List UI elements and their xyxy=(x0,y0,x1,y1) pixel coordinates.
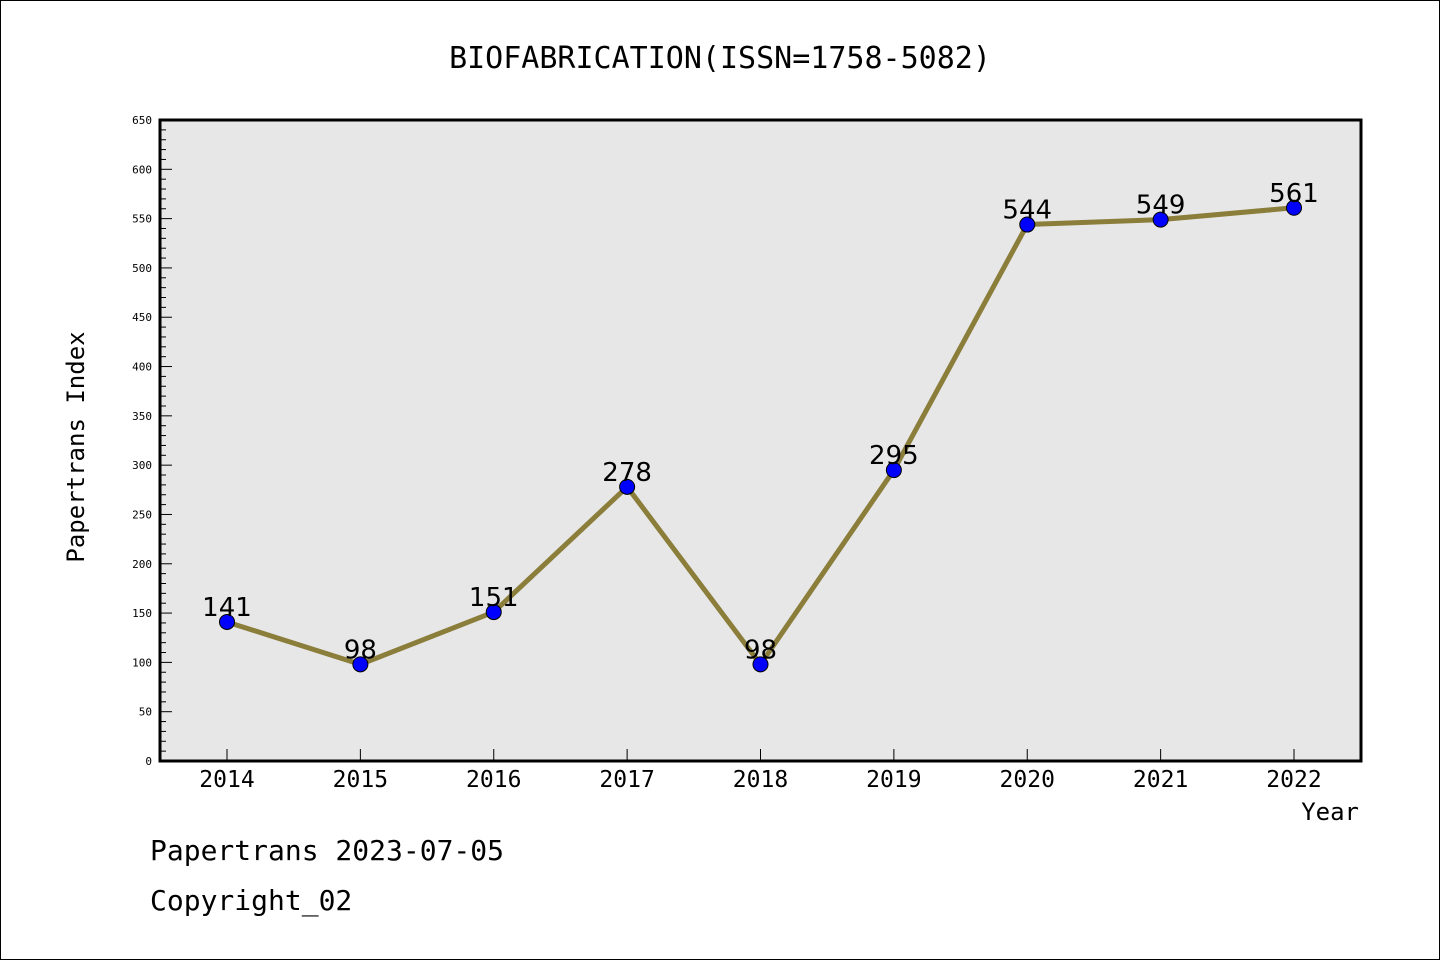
y-axis-ticks: 0 50 100 150 200 250 300 350 400 450 500 550 600 650 xyxy=(132,114,172,768)
data-label: 98 xyxy=(344,635,377,665)
y-tick-label: 250 xyxy=(132,508,152,521)
data-label: 278 xyxy=(602,458,652,488)
x-axis-label: Year xyxy=(1301,798,1359,826)
x-tick-label: 2020 xyxy=(1000,767,1055,793)
y-tick-label: 50 xyxy=(139,706,152,719)
footer-copyright-text: Copyright_02 xyxy=(150,884,353,917)
x-tick-label: 2022 xyxy=(1266,767,1321,793)
x-tick-label: 2019 xyxy=(866,767,921,793)
y-tick-label: 550 xyxy=(132,213,152,226)
data-label: 544 xyxy=(1002,196,1052,226)
x-axis-ticks: 2014 2015 2016 2017 2018 2019 2020 2021 2022 xyxy=(199,749,1322,793)
footer-date-text: Papertrans 2023-07-05 xyxy=(150,834,505,867)
x-tick-label: 2015 xyxy=(333,767,388,793)
data-point-marker xyxy=(619,478,636,495)
data-point-marker xyxy=(485,604,502,621)
x-tick-label: 2016 xyxy=(466,767,521,793)
chart-title: BIOFABRICATION(ISSN=1758-5082) xyxy=(449,41,991,76)
data-point-marker xyxy=(352,656,369,673)
y-axis-label: Papertrans Index xyxy=(62,331,90,562)
data-point-marker xyxy=(1019,216,1036,233)
data-point-marker xyxy=(752,656,769,673)
data-point-marker xyxy=(1286,199,1302,216)
y-tick-label: 600 xyxy=(132,163,152,176)
data-point-marker xyxy=(885,462,902,479)
plot-border xyxy=(158,118,1363,763)
y-tick-label: 450 xyxy=(132,311,152,324)
y-tick-label: 650 xyxy=(132,114,152,127)
y-tick-label: 350 xyxy=(132,410,152,423)
data-label: 141 xyxy=(202,593,252,623)
series-layer: 141 98 151 278 98 295 544 549 561 xyxy=(202,179,1319,673)
data-label: 151 xyxy=(469,583,519,613)
data-label: 549 xyxy=(1136,191,1186,221)
x-tick-label: 2018 xyxy=(733,767,788,793)
y-tick-label: 300 xyxy=(132,459,152,472)
data-label: 561 xyxy=(1269,179,1319,209)
data-point-marker xyxy=(1152,211,1169,228)
y-tick-label: 500 xyxy=(132,262,152,275)
y-tick-label: 100 xyxy=(132,656,152,669)
x-tick-label: 2017 xyxy=(599,767,654,793)
data-label: 295 xyxy=(869,441,919,471)
y-tick-label: 150 xyxy=(132,607,152,620)
y-tick-label: 200 xyxy=(132,558,152,571)
data-label: 98 xyxy=(744,635,777,665)
x-tick-label: 2021 xyxy=(1133,767,1188,793)
y-tick-label: 0 xyxy=(145,755,152,768)
x-tick-label: 2014 xyxy=(199,767,254,793)
data-point-marker xyxy=(219,613,235,630)
y-tick-label: 400 xyxy=(132,361,152,374)
